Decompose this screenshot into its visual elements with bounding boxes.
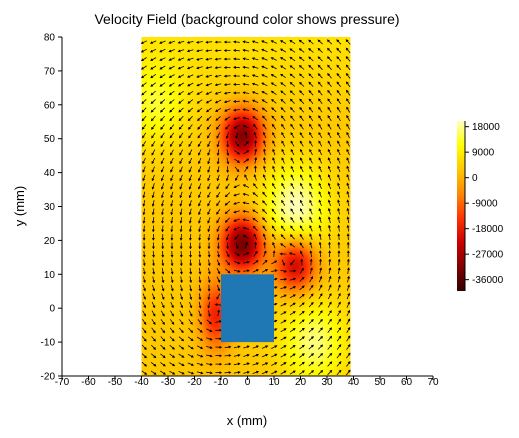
- x-tick-label: 10: [268, 377, 280, 388]
- y-tick-label: 20: [44, 236, 56, 247]
- colorbar-tick-label: -36000: [472, 275, 504, 286]
- x-tick-label: 30: [321, 377, 333, 388]
- chart-title: Velocity Field (background color shows p…: [94, 11, 399, 27]
- obstacle: [221, 274, 274, 343]
- colorbar-tick-label: -9000: [472, 199, 498, 210]
- y-tick-label: 60: [44, 100, 56, 111]
- y-axis-label: y (mm): [12, 186, 27, 226]
- colorbar-tick-label: -27000: [472, 250, 504, 261]
- y-tick-label: 70: [44, 66, 56, 77]
- x-tick-label: -40: [134, 377, 149, 388]
- y-tick-label: -20: [41, 372, 56, 383]
- x-tick-label: -60: [81, 377, 96, 388]
- colorbar: 18000 9000 0 -9000 -18000 -27000 -36000: [457, 121, 504, 291]
- x-tick-label: -20: [187, 377, 202, 388]
- x-tick-label: -10: [214, 377, 229, 388]
- x-tick-label: 40: [348, 377, 360, 388]
- velocity-vectors: [140, 39, 351, 376]
- y-tick-label: 80: [44, 33, 56, 44]
- colorbar-tick-label: 9000: [472, 148, 495, 159]
- colorbar-tick-label: -18000: [472, 224, 504, 235]
- x-tick-label: 0: [245, 377, 251, 388]
- y-tick-label: 0: [49, 304, 55, 315]
- x-tick-label: 60: [401, 377, 413, 388]
- x-axis-ticks: -70 -60 -50 -40 -30 -20 -10 0 10 20 30 40 50 60 70: [55, 376, 439, 388]
- x-tick-label: -30: [161, 377, 176, 388]
- colorbar-tick-label: 18000: [472, 122, 500, 133]
- y-axis-ticks: -20 -10 0 10 20 30 40 50 60 70 80: [41, 33, 62, 383]
- y-tick-label: -10: [41, 338, 56, 349]
- y-tick-label: 40: [44, 168, 56, 179]
- x-axis-label: x (mm): [227, 413, 267, 428]
- colorbar-tick-label: 0: [472, 173, 478, 184]
- y-tick-label: 10: [44, 270, 56, 281]
- y-tick-label: 50: [44, 134, 56, 145]
- x-tick-label: -50: [108, 377, 123, 388]
- x-tick-label: 50: [374, 377, 386, 388]
- colorbar-gradient: [457, 121, 465, 291]
- vector-arrows: [140, 39, 351, 376]
- y-tick-label: 30: [44, 202, 56, 213]
- x-tick-label: 20: [295, 377, 307, 388]
- x-tick-label: -70: [55, 377, 70, 388]
- x-tick-label: 70: [427, 377, 439, 388]
